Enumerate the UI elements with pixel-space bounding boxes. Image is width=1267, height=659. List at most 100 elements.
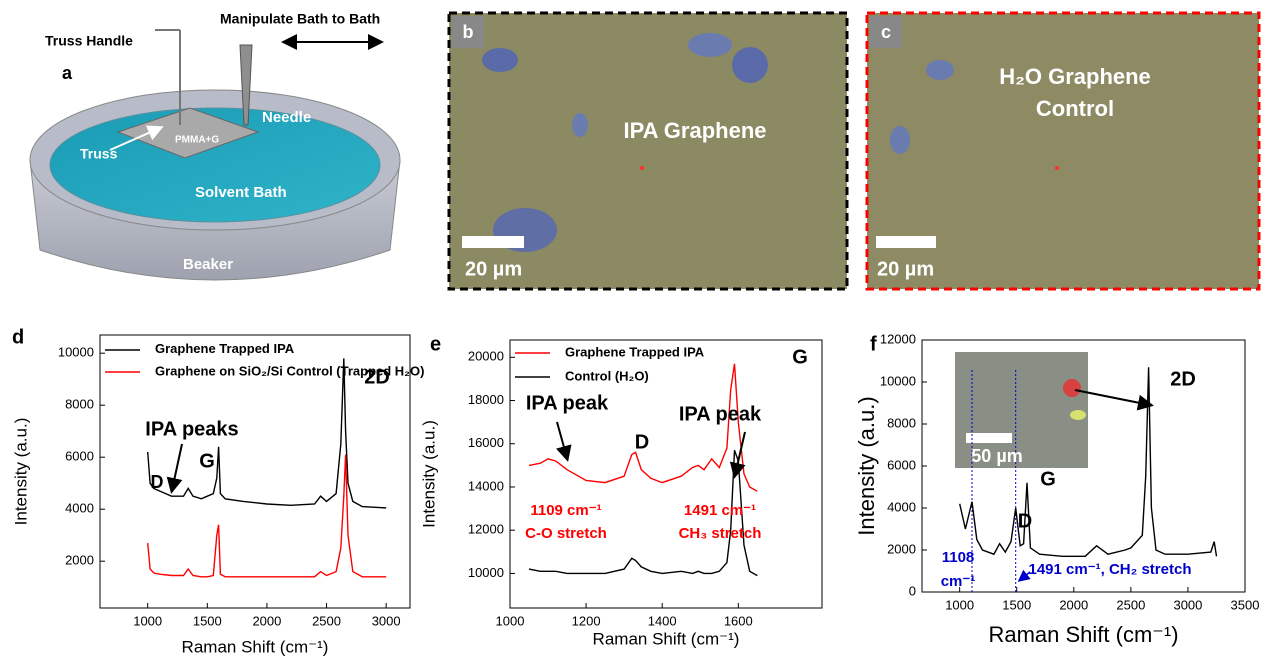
annotation: D — [151, 472, 164, 492]
x-tick-label: 1400 — [648, 613, 677, 628]
x-tick-label: 2500 — [1116, 597, 1145, 612]
flake — [926, 60, 954, 80]
legend-label: Graphene Trapped IPA — [565, 344, 705, 359]
series-line — [147, 454, 387, 578]
arrow — [109, 125, 164, 151]
x-tick-label: 1200 — [572, 613, 601, 628]
flake — [890, 126, 910, 154]
x-tick-label: 1500 — [1002, 597, 1031, 612]
arrow — [166, 443, 183, 494]
legend-label: Graphene Trapped IPA — [155, 341, 295, 356]
x-tick-label: 3500 — [1231, 597, 1260, 612]
x-tick-label: 1500 — [193, 613, 222, 628]
scale-label: 20 µm — [465, 258, 522, 280]
y-tick-label: 10000 — [58, 345, 94, 360]
x-axis-label: Raman Shift (cm⁻¹) — [182, 637, 329, 656]
series-line — [959, 367, 1218, 557]
annotation: 1491 cm⁻¹, CH₂ stretch — [1029, 561, 1192, 578]
x-tick-label: 1000 — [496, 613, 525, 628]
annotation: G — [792, 346, 808, 368]
y-tick-label: 12000 — [468, 522, 504, 537]
scale-bar — [462, 236, 524, 248]
annotation: IPA peak — [526, 392, 609, 414]
label-box — [452, 16, 484, 48]
arrow — [1074, 389, 1154, 411]
x-tick-label: 3000 — [1173, 597, 1202, 612]
y-axis-label: Intensity (a.u.) — [854, 396, 879, 535]
laser-spot — [1055, 166, 1059, 170]
truss — [116, 107, 260, 159]
annotation: D — [635, 431, 649, 453]
label: Solvent Bath — [195, 184, 287, 201]
annotation: 1491 cm⁻¹ — [684, 502, 756, 519]
annotation: 2D — [364, 366, 390, 388]
x-tick-label: 3000 — [372, 613, 401, 628]
laser-spot — [640, 166, 644, 170]
panel-label: f — [870, 333, 877, 355]
annotation: cm⁻¹ — [941, 573, 976, 590]
scale-label: 20 µm — [877, 258, 934, 280]
annotation: 50 µm — [971, 446, 1022, 466]
y-tick-label: 2000 — [65, 553, 94, 568]
y-tick-label: 16000 — [468, 435, 504, 450]
flake — [732, 47, 768, 83]
arrow — [1017, 569, 1031, 582]
y-tick-label: 20000 — [468, 349, 504, 364]
y-tick-label: 8000 — [887, 415, 916, 430]
plot-frame — [99, 334, 411, 609]
flake — [1070, 410, 1086, 420]
y-axis-label: Intensity (a.u.) — [419, 420, 438, 528]
scale-bar — [876, 236, 936, 248]
caption: Control — [1036, 96, 1114, 121]
panel-c: c H₂O Graphene Control 20 µm — [865, 11, 1261, 291]
x-tick-label: 2000 — [1059, 597, 1088, 612]
caption: H₂O Graphene — [999, 64, 1151, 89]
y-tick-label: 14000 — [468, 478, 504, 493]
panel-a: Truss Handle Manipulate Bath to Bath a N… — [29, 11, 401, 281]
series-line — [147, 358, 387, 509]
label: PMMA+G — [175, 135, 219, 146]
frame — [865, 11, 1261, 291]
label: Needle — [262, 109, 311, 126]
inset — [955, 352, 1088, 468]
legend-label: Control (H₂O) — [565, 368, 649, 383]
y-tick-label: 10000 — [880, 373, 916, 388]
y-tick-label: 0 — [909, 583, 916, 598]
annotation: G — [199, 450, 215, 472]
label: Truss — [80, 146, 118, 162]
scale-bar — [966, 433, 1012, 443]
y-tick-label: 6000 — [65, 449, 94, 464]
annotation: 1109 cm⁻¹ — [530, 502, 601, 519]
label-box — [870, 16, 902, 48]
y-tick-label: 2000 — [887, 541, 916, 556]
y-axis-label: Intensity (a.u.) — [11, 418, 30, 526]
y-tick-label: 6000 — [887, 457, 916, 472]
y-tick-label: 12000 — [880, 331, 916, 346]
x-axis-label: Raman Shift (cm⁻¹) — [593, 629, 740, 648]
panel-label: b — [463, 22, 474, 42]
inset-image — [955, 352, 1088, 468]
annotation: IPA peaks — [145, 418, 238, 440]
annotation: G — [1040, 468, 1056, 490]
frame — [447, 11, 849, 291]
y-tick-label: 4000 — [887, 499, 916, 514]
flake — [688, 33, 732, 57]
legend-line: Graphene Trapped IPA — [155, 341, 295, 356]
panel-label: c — [881, 22, 891, 42]
x-axis-label: Raman Shift (cm⁻¹) — [988, 622, 1178, 647]
annotation: IPA peak — [679, 403, 762, 425]
panel-label: e — [430, 333, 441, 355]
needle — [239, 44, 253, 126]
annotation: CH₃ stretch — [679, 525, 762, 542]
flake — [482, 48, 518, 72]
caption: IPA Graphene — [623, 118, 766, 143]
panel-label: d — [12, 326, 24, 348]
plot-frame — [509, 339, 823, 609]
series-line — [528, 363, 758, 492]
flake — [572, 113, 588, 137]
arrow — [729, 431, 746, 479]
y-tick-label: 18000 — [468, 392, 504, 407]
y-tick-label: 8000 — [65, 397, 94, 412]
x-tick-label: 1000 — [133, 613, 162, 628]
